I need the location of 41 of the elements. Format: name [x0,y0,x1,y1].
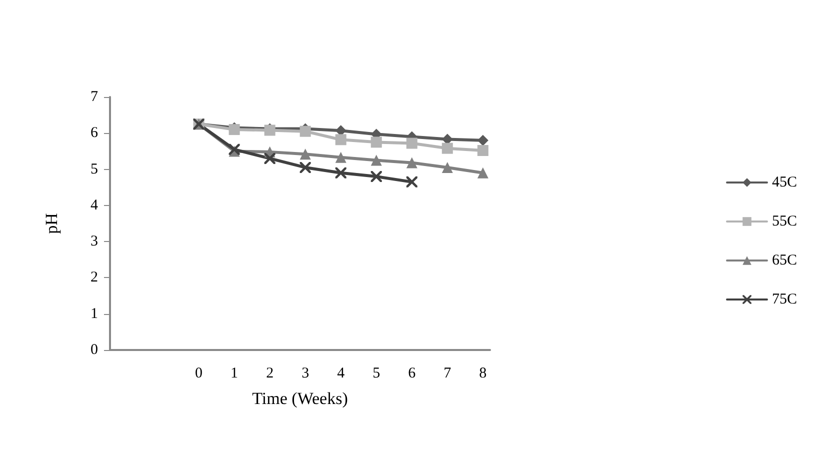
point [477,144,488,156]
legend-label: 45C [772,174,798,190]
y-tick-label: 3 [90,234,98,250]
point [370,136,382,148]
legend-label: 75C [772,292,798,308]
x-tick-label: 1 [230,366,238,382]
point [335,167,346,178]
point [335,134,346,146]
x-tick-label: 5 [372,366,380,382]
point [406,176,418,188]
x-tick-label: 6 [408,366,416,382]
legend-label: 65C [772,252,798,268]
point [370,154,382,166]
point [442,162,453,173]
point [300,162,311,173]
point [300,126,311,137]
point [300,148,311,160]
x-tick-label: 3 [302,366,310,382]
legend-label: 55C [772,214,798,230]
point [477,134,488,146]
point [370,171,382,182]
point [406,157,418,168]
point [406,138,418,149]
y-tick-label: 5 [90,161,98,178]
x-tick-label: 4 [337,366,346,382]
x-tick-label: 2 [266,366,274,382]
point [442,142,453,154]
y-tick-label: 1 [90,306,98,322]
y-tick-label: 7 [90,89,98,105]
point [477,167,488,178]
x-axis-title: Time (Weeks) [252,389,348,408]
y-tick-label: 0 [90,342,98,358]
point [264,152,276,164]
y-tick-label: 6 [90,125,98,142]
x-tick-label: 7 [444,366,452,382]
y-axis-title: pH [42,213,61,234]
x-tick-label: 8 [479,366,487,382]
x-tick-label: 0 [195,366,203,382]
y-tick-label: 2 [90,270,98,286]
y-tick-label: 4 [90,197,98,214]
point [335,152,346,163]
